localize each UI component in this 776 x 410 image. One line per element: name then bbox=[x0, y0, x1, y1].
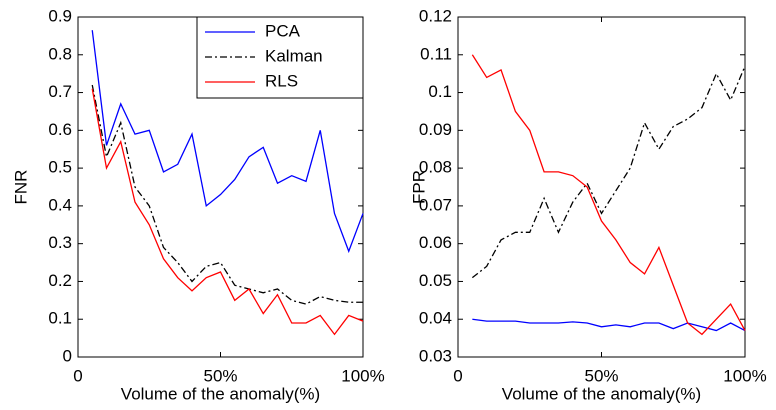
y-tick-label: 0.12 bbox=[419, 6, 452, 25]
x-tick-label: 100% bbox=[723, 366, 766, 385]
series-line bbox=[91, 84, 363, 305]
series-line bbox=[91, 88, 364, 336]
x-tick-label: 50% bbox=[584, 366, 618, 385]
legend-label: Kalman bbox=[265, 46, 323, 65]
y-tick-label: 0 bbox=[63, 346, 72, 365]
y-tick-label: 0.09 bbox=[419, 120, 452, 139]
y-tick-label: 0.6 bbox=[48, 120, 72, 139]
x-tick-label: 0 bbox=[73, 366, 82, 385]
y-tick-label: 0.05 bbox=[419, 271, 452, 290]
x-tick-label: 100% bbox=[341, 366, 384, 385]
y-tick-label: 0.9 bbox=[48, 6, 72, 25]
x-tick-label: 50% bbox=[203, 366, 237, 385]
series-line bbox=[471, 65, 746, 279]
y-axis-label: FPR bbox=[409, 170, 428, 204]
y-tick-label: 0.5 bbox=[48, 158, 72, 177]
x-tick-label: 0 bbox=[453, 366, 462, 385]
y-tick-label: 0.06 bbox=[419, 233, 452, 252]
x-axis-label: Volume of the anomaly(%) bbox=[502, 384, 701, 403]
y-tick-label: 0.3 bbox=[48, 233, 72, 252]
y-tick-label: 0.04 bbox=[419, 309, 452, 328]
y-tick-label: 0.2 bbox=[48, 271, 72, 290]
y-tick-label: 0.11 bbox=[420, 44, 452, 63]
legend-label: PCA bbox=[265, 21, 301, 40]
legend-label: RLS bbox=[265, 71, 298, 90]
y-axis-label: FNR bbox=[11, 170, 30, 205]
x-axis-label: Volume of the anomaly(%) bbox=[121, 384, 320, 403]
y-tick-label: 0.4 bbox=[48, 195, 72, 214]
y-tick-label: 0.7 bbox=[48, 82, 72, 101]
y-tick-label: 0.8 bbox=[48, 44, 72, 63]
axes-frame bbox=[457, 16, 746, 358]
series-line bbox=[91, 30, 364, 254]
y-tick-label: 0.1 bbox=[48, 309, 72, 328]
y-tick-label: 0.03 bbox=[419, 346, 452, 365]
y-tick-label: 0.07 bbox=[419, 195, 452, 214]
y-tick-label: 0.08 bbox=[419, 158, 452, 177]
series-line bbox=[471, 54, 746, 336]
y-tick-label: 0.1 bbox=[428, 82, 452, 101]
series-line bbox=[472, 318, 746, 332]
